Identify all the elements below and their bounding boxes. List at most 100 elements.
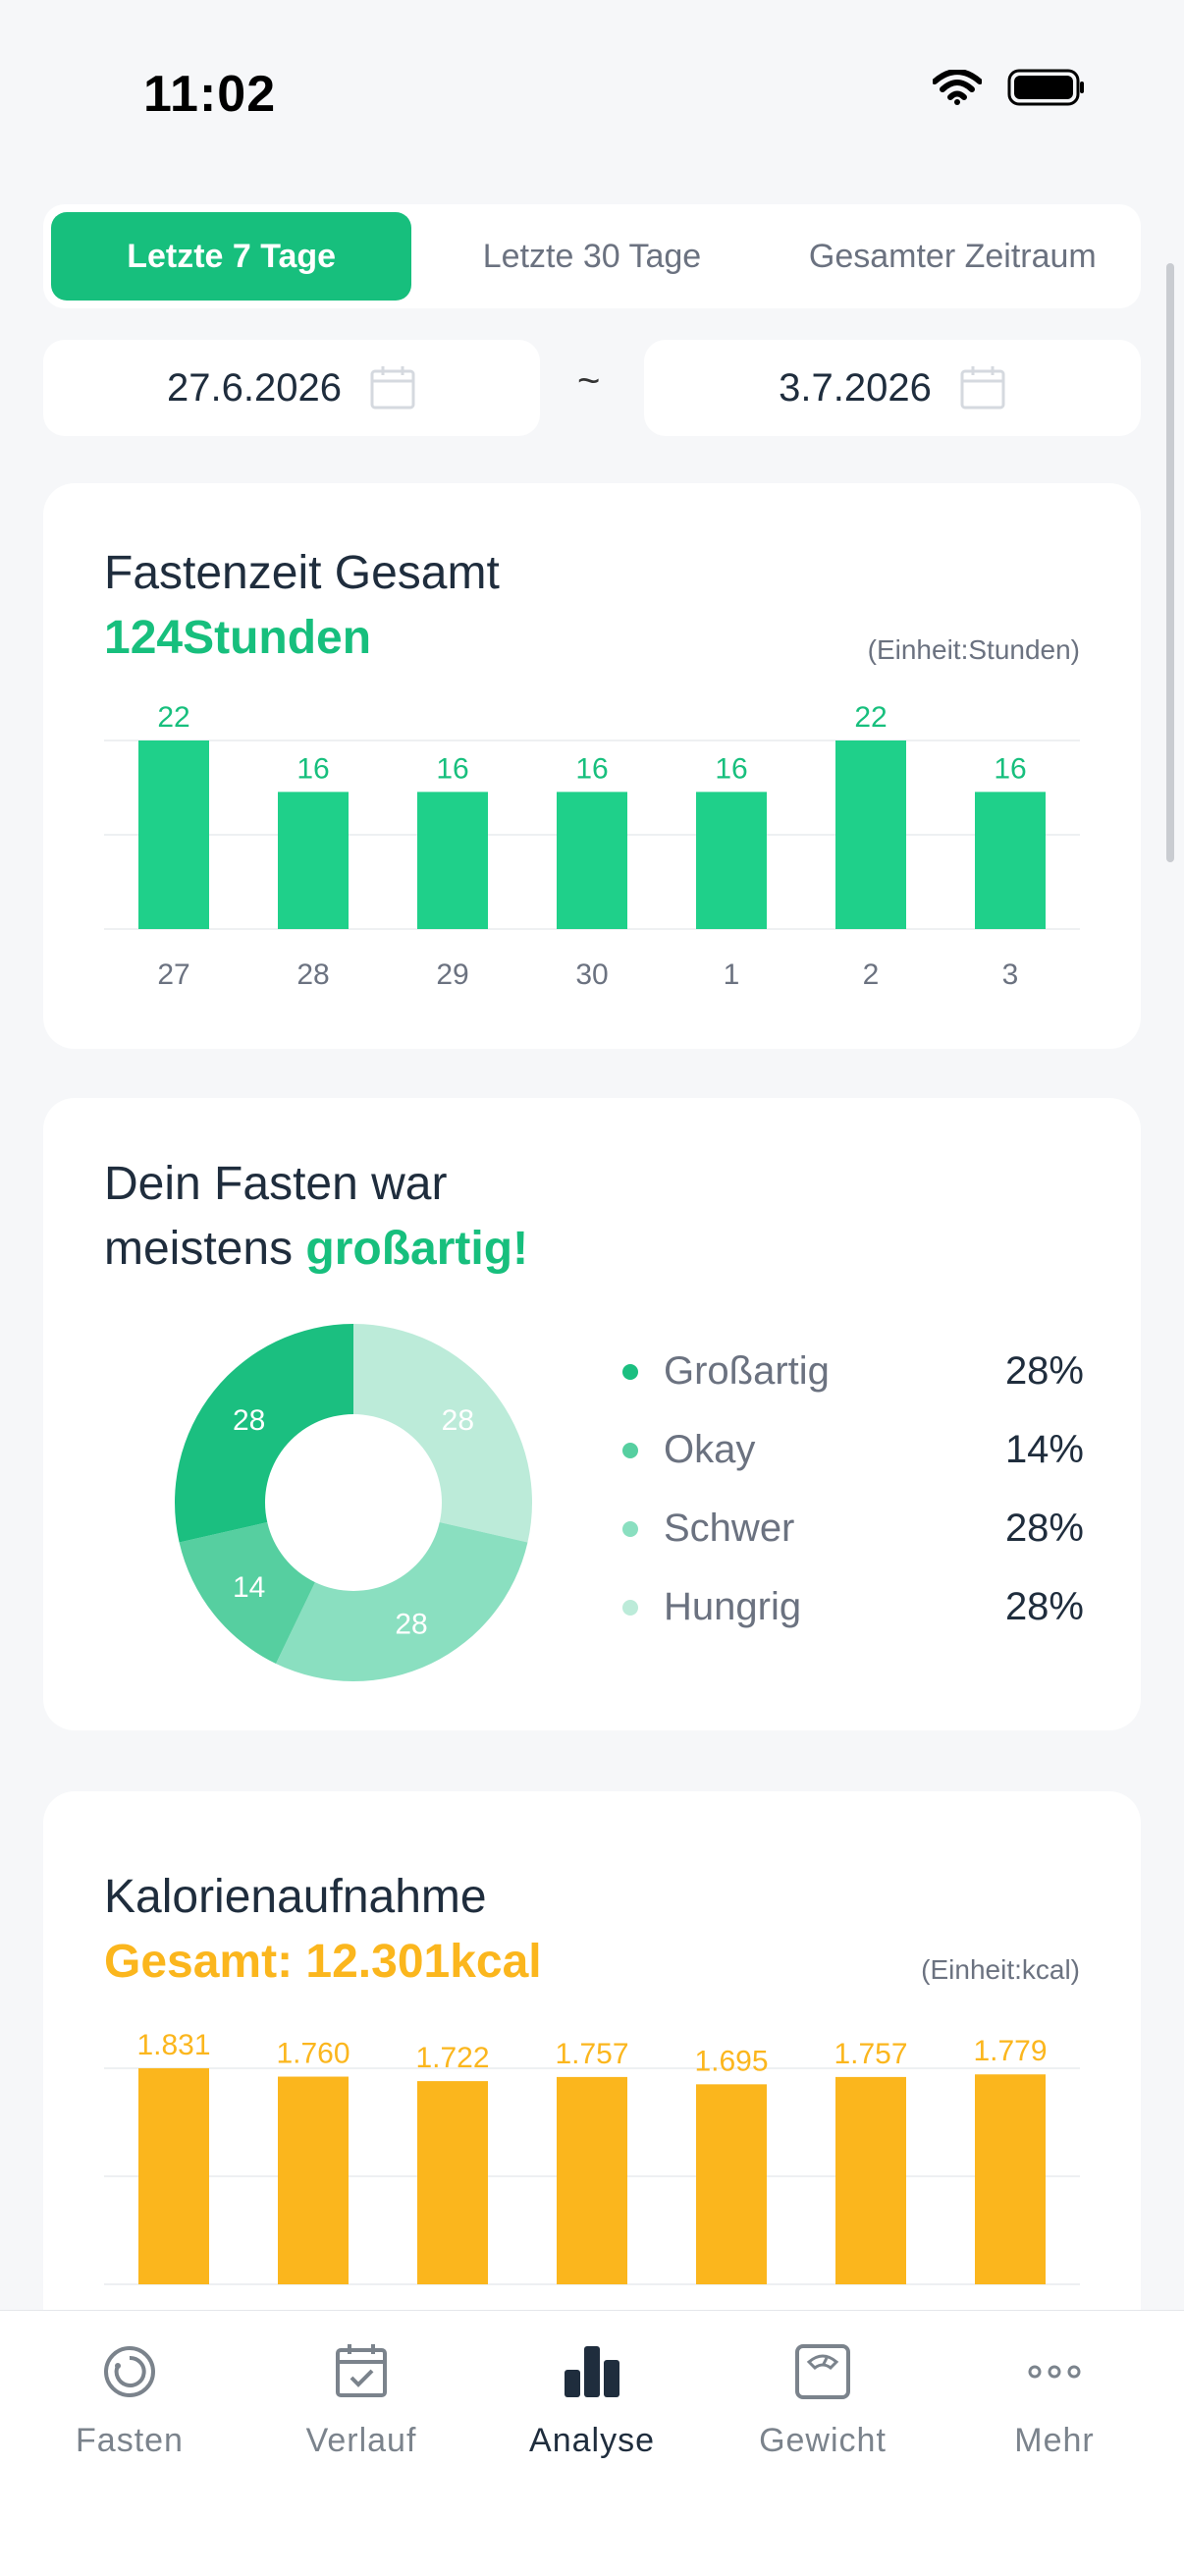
calendar-icon (370, 366, 415, 410)
bar-value-label: 22 (854, 701, 887, 734)
bar-value-label: 1.757 (555, 2038, 628, 2070)
tab-label: Verlauf (305, 2422, 417, 2459)
tab-analyse[interactable]: Analyse (494, 2340, 690, 2460)
donut-slice-großartig (175, 1324, 353, 1543)
legend-label: Großartig (664, 1349, 830, 1393)
tab-verlauf[interactable]: Verlauf (263, 2340, 459, 2460)
scale-icon (795, 2344, 850, 2399)
donut-slice-schwer (276, 1522, 528, 1681)
bar (975, 792, 1046, 929)
bar-value-label: 1.757 (834, 2038, 907, 2070)
bar (557, 792, 627, 929)
scrollbar[interactable] (1166, 263, 1174, 862)
legend-item-okay: Okay 14% (622, 1428, 1084, 1472)
bar (975, 2074, 1046, 2284)
bar (696, 2084, 767, 2284)
donut-slice-label: 28 (442, 1404, 474, 1437)
bar-value-label: 16 (715, 752, 747, 785)
tab-label: Gewicht (759, 2422, 887, 2459)
fasting-total-card: Fastenzeit Gesamt 124Stunden (Einheit:St… (43, 483, 1141, 1049)
status-icons (933, 69, 1086, 106)
legend-dot (622, 1520, 638, 1537)
end-date-field[interactable]: 3.7.2026 (644, 340, 1141, 436)
date-range-separator: ~ (577, 359, 601, 403)
fasting-total-value: 124Stunden (104, 612, 372, 664)
calories-total-value: Gesamt: 12.301kcal (104, 1936, 542, 1988)
bar-value-label: 16 (436, 752, 468, 785)
bar-value-label: 1.695 (694, 2045, 768, 2077)
calendar-icon (960, 366, 1005, 410)
fasting-timer-icon (104, 2346, 155, 2397)
x-tick-label: 2 (863, 959, 880, 991)
mood-donut-chart: 28 28 14 28 (175, 1324, 532, 1681)
tab-last-7-days[interactable]: Letzte 7 Tage (51, 212, 412, 301)
period-selector: Letzte 7 Tage Letzte 30 Tage Gesamter Ze… (43, 204, 1141, 308)
bar-value-label: 1.831 (136, 2029, 210, 2061)
x-tick-label: 27 (157, 959, 189, 991)
bar-value-label: 22 (157, 701, 189, 734)
calories-card: Kalorienaufnahme Gesamt: 12.301kcal (Ein… (43, 1791, 1141, 2400)
unit-label: (Einheit:Stunden) (867, 634, 1080, 665)
more-dots-icon (1028, 2365, 1081, 2379)
calendar-check-icon (336, 2344, 387, 2397)
x-tick-label: 1 (724, 959, 740, 991)
tab-entire-period[interactable]: Gesamter Zeitraum (808, 237, 1097, 275)
legend-percentage: 14% (1004, 1428, 1084, 1471)
x-tick-label: 29 (436, 959, 468, 991)
legend-label: Hungrig (664, 1585, 802, 1628)
bar (835, 740, 906, 929)
donut-slice-label: 28 (233, 1404, 265, 1437)
tab-gewicht[interactable]: Gewicht (725, 2340, 921, 2460)
x-tick-label: 28 (296, 959, 329, 991)
legend-percentage: 28% (1004, 1585, 1084, 1628)
tab-label: Analyse (529, 2422, 655, 2459)
status-bar: 11:02 (0, 0, 1184, 147)
battery-icon (1007, 69, 1084, 106)
bar-value-label: 16 (296, 752, 329, 785)
status-time: 11:02 (143, 66, 277, 123)
bar (138, 740, 209, 929)
donut-slice-hungrig (353, 1324, 532, 1543)
start-date-text: 27.6.2026 (167, 365, 342, 410)
end-date-text: 3.7.2026 (779, 365, 932, 410)
legend-percentage: 28% (1004, 1349, 1084, 1393)
bottom-tab-bar: Fasten Verlauf Analyse Gewicht (0, 2310, 1184, 2576)
wifi-icon (933, 70, 982, 105)
donut-slice-label: 28 (395, 1609, 427, 1641)
legend-dot (622, 1599, 638, 1616)
mood-title-prefix: meistens (104, 1223, 306, 1275)
bar-value-label: 1.779 (973, 2035, 1047, 2067)
bar (835, 2076, 906, 2284)
legend-label: Schwer (664, 1507, 795, 1550)
bar-value-label: 1.760 (276, 2038, 350, 2070)
bar (557, 2076, 627, 2284)
mood-title-highlight: großartig! (305, 1223, 529, 1275)
x-tick-label: 30 (575, 959, 608, 991)
tab-label: Mehr (1014, 2422, 1095, 2459)
bar (417, 2081, 488, 2284)
tab-last-30-days[interactable]: Letzte 30 Tage (482, 237, 702, 275)
mood-title-line1: Dein Fasten war (104, 1158, 448, 1210)
legend-item-grossartig: Großartig 28% (622, 1349, 1084, 1394)
bar (417, 792, 488, 929)
bar (696, 792, 767, 929)
legend-dot (622, 1442, 638, 1458)
x-tick-label: 3 (1002, 959, 1019, 991)
bar (138, 2068, 209, 2284)
tab-label: Fasten (76, 2422, 184, 2459)
bar-value-label: 16 (575, 752, 608, 785)
mood-title-line2: meistens großartig! (104, 1216, 528, 1282)
mood-card: Dein Fasten war meistens großartig! 28 28… (43, 1098, 1141, 1730)
legend-item-hungrig: Hungrig 28% (622, 1585, 1084, 1629)
bar (278, 792, 349, 929)
tab-fasten[interactable]: Fasten (31, 2340, 228, 2460)
legend-dot (622, 1363, 638, 1380)
donut-slice-okay (179, 1522, 315, 1664)
legend-label: Okay (664, 1428, 756, 1471)
legend-item-schwer: Schwer 28% (622, 1507, 1084, 1551)
card-title: Fastenzeit Gesamt (104, 547, 500, 599)
start-date-field[interactable]: 27.6.2026 (43, 340, 540, 436)
tab-mehr[interactable]: Mehr (956, 2340, 1153, 2460)
unit-label: (Einheit:kcal) (921, 1954, 1080, 1985)
